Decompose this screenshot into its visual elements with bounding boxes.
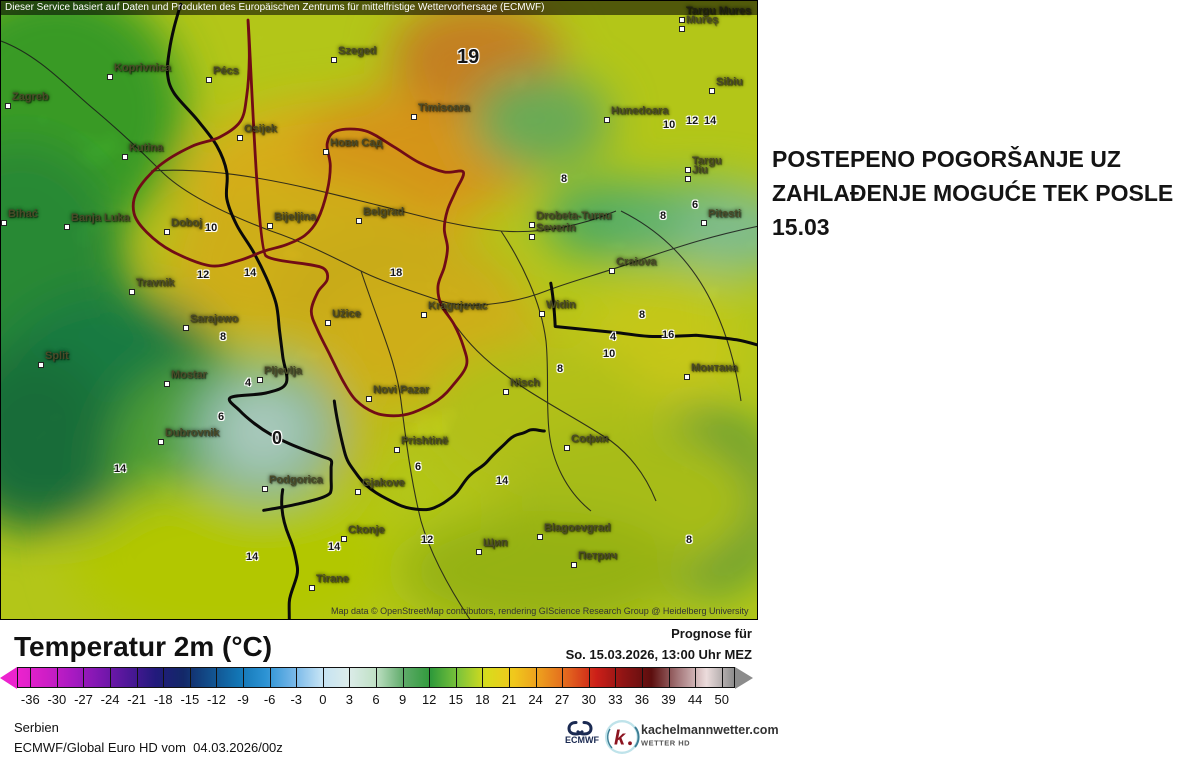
svg-text:ECMWF: ECMWF — [565, 735, 599, 745]
svg-text:k: k — [614, 728, 626, 750]
svg-text:WETTER HD: WETTER HD — [641, 739, 690, 748]
svg-text:kachelmannwetter.com: kachelmannwetter.com — [641, 723, 779, 737]
